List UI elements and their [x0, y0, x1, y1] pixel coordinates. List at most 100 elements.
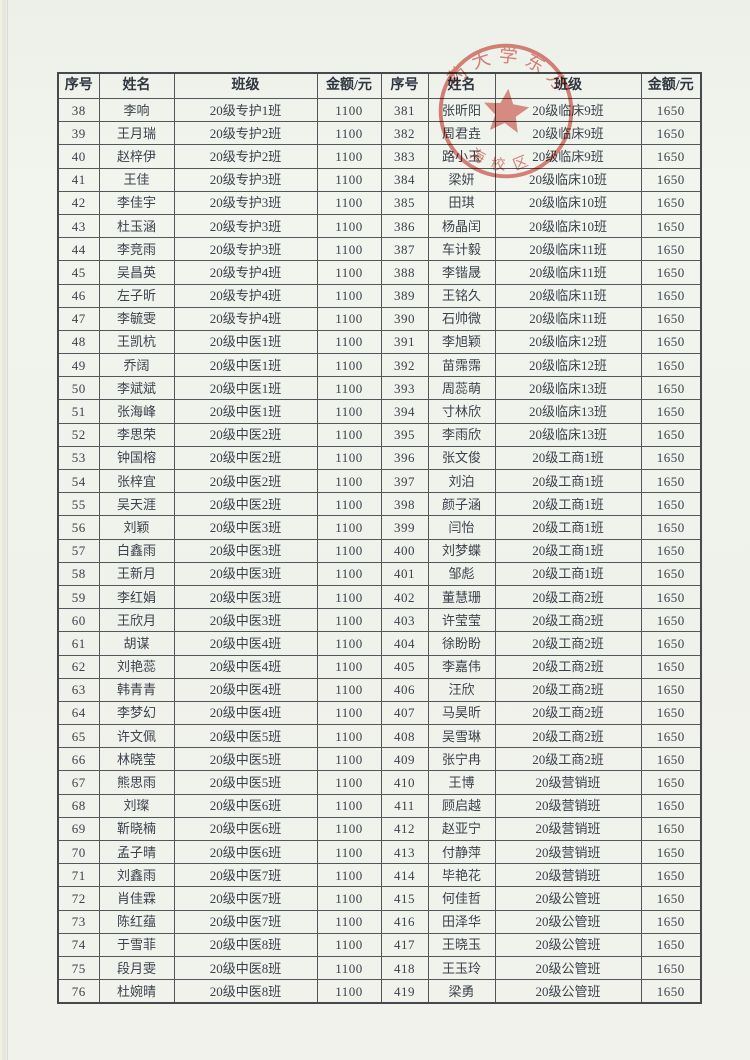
cell-name-right: 梁勇 [427, 979, 496, 1004]
cell-name-right: 田琪 [427, 190, 496, 215]
cell-seq-left: 68 [57, 793, 100, 818]
cell-class-right: 20级营销班 [494, 839, 642, 865]
cell-seq-left: 73 [57, 909, 100, 934]
header-amount-right: 金额/元 [640, 72, 702, 99]
cell-amount-left: 1100 [316, 793, 382, 818]
cell-amount-left: 1100 [316, 909, 382, 934]
cell-amount-right: 1650 [640, 422, 702, 447]
cell-seq-left: 72 [57, 886, 100, 911]
cell-name-left: 孟子晴 [98, 839, 175, 865]
cell-name-right: 梁妍 [427, 167, 496, 192]
cell-class-right: 20级公管班 [494, 979, 642, 1004]
cell-amount-right: 1650 [640, 353, 702, 378]
cell-amount-right: 1650 [640, 213, 702, 239]
cell-seq-right: 397 [380, 468, 429, 494]
cell-amount-left: 1100 [316, 190, 382, 215]
cell-name-right: 王博 [427, 770, 496, 795]
cell-name-right: 许莹莹 [427, 608, 496, 633]
cell-amount-right: 1650 [640, 816, 702, 842]
cell-name-right: 马昊昕 [427, 700, 496, 726]
cell-class-right: 20级工商2班 [494, 631, 642, 656]
cell-seq-right: 402 [380, 584, 429, 610]
cell-seq-left: 49 [57, 353, 100, 378]
cell-seq-left: 51 [57, 399, 100, 424]
cell-amount-left: 1100 [316, 260, 382, 285]
cell-amount-left: 1100 [316, 886, 382, 911]
cell-class-left: 20级专护4班 [173, 283, 318, 308]
cell-name-right: 刘泊 [427, 468, 496, 494]
cell-class-left: 20级专护4班 [173, 260, 318, 285]
table-body: 38 李响 20级专护1班 1100 381 张昕阳 20级临床9班 1650 … [57, 97, 702, 1004]
cell-amount-right: 1650 [640, 399, 702, 424]
cell-amount-left: 1100 [316, 608, 382, 633]
cell-amount-right: 1650 [640, 909, 702, 934]
cell-seq-right: 382 [380, 121, 429, 146]
cell-class-left: 20级中医4班 [173, 700, 318, 726]
cell-name-left: 吴天涯 [98, 492, 175, 517]
cell-amount-left: 1100 [316, 955, 382, 981]
cell-seq-left: 55 [57, 492, 100, 517]
cell-seq-left: 60 [57, 608, 100, 633]
cell-class-left: 20级中医3班 [173, 515, 318, 540]
cell-name-left: 刘鑫雨 [98, 863, 175, 888]
cell-name-left: 左子昕 [98, 283, 175, 308]
cell-seq-left: 69 [57, 816, 100, 842]
cell-class-left: 20级中医6班 [173, 793, 318, 818]
table-row: 51 张海峰 20级中医1班 1100 394 寸林欣 20级临床13班 165… [57, 399, 702, 424]
cell-name-left: 刘颖 [98, 515, 175, 540]
cell-amount-right: 1650 [640, 468, 702, 494]
cell-name-left: 王佳 [98, 167, 175, 192]
cell-seq-right: 381 [380, 97, 429, 123]
cell-class-right: 20级工商2班 [494, 608, 642, 633]
cell-class-right: 20级公管班 [494, 886, 642, 911]
scan-left-edge [0, 0, 8, 1060]
cell-class-right: 20级临床9班 [494, 97, 642, 123]
cell-name-left: 段月雯 [98, 955, 175, 981]
cell-amount-right: 1650 [640, 839, 702, 865]
cell-name-left: 王欣月 [98, 608, 175, 633]
cell-name-left: 韩青青 [98, 677, 175, 702]
cell-name-left: 林晓莹 [98, 747, 175, 772]
cell-class-right: 20级营销班 [494, 863, 642, 888]
cell-name-left: 张海峰 [98, 399, 175, 424]
cell-class-left: 20级中医5班 [173, 747, 318, 772]
cell-class-left: 20级中医3班 [173, 608, 318, 633]
cell-name-right: 董慧珊 [427, 584, 496, 610]
cell-name-left: 李毓雯 [98, 306, 175, 331]
cell-seq-right: 388 [380, 260, 429, 285]
cell-class-right: 20级临床13班 [494, 422, 642, 447]
cell-class-left: 20级中医6班 [173, 816, 318, 842]
cell-class-right: 20级临床9班 [494, 121, 642, 146]
cell-amount-right: 1650 [640, 538, 702, 563]
cell-seq-left: 71 [57, 863, 100, 888]
header-name-left: 姓名 [98, 72, 175, 99]
cell-seq-left: 66 [57, 747, 100, 772]
cell-amount-right: 1650 [640, 237, 702, 262]
table-row: 50 李斌斌 20级中医1班 1100 393 周蕊萌 20级临床13班 165… [57, 376, 702, 401]
cell-seq-right: 408 [380, 724, 429, 749]
cell-name-right: 刘梦蝶 [427, 538, 496, 563]
cell-class-left: 20级专护3班 [173, 237, 318, 262]
cell-class-left: 20级中医4班 [173, 631, 318, 656]
cell-class-right: 20级工商1班 [494, 538, 642, 563]
cell-class-right: 20级临床9班 [494, 144, 642, 169]
cell-name-right: 王晓玉 [427, 932, 496, 957]
cell-amount-right: 1650 [640, 561, 702, 586]
cell-amount-left: 1100 [316, 724, 382, 749]
cell-name-right: 毕艳花 [427, 863, 496, 888]
cell-name-right: 张文俊 [427, 445, 496, 471]
cell-amount-left: 1100 [316, 376, 382, 401]
cell-seq-right: 395 [380, 422, 429, 447]
cell-name-right: 李旭颖 [427, 329, 496, 355]
cell-seq-left: 38 [57, 97, 100, 123]
cell-amount-left: 1100 [316, 863, 382, 888]
cell-seq-left: 48 [57, 329, 100, 355]
cell-name-left: 乔阔 [98, 353, 175, 378]
cell-amount-right: 1650 [640, 97, 702, 123]
cell-amount-left: 1100 [316, 306, 382, 331]
cell-amount-left: 1100 [316, 932, 382, 957]
cell-class-left: 20级中医5班 [173, 770, 318, 795]
cell-amount-right: 1650 [640, 700, 702, 726]
cell-seq-left: 61 [57, 631, 100, 656]
cell-seq-right: 415 [380, 886, 429, 911]
